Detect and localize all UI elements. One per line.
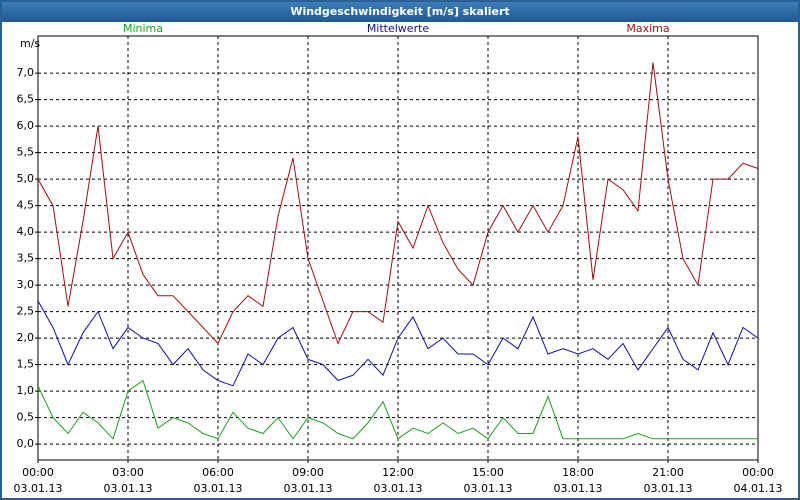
x-tick-date: 03.01.13 xyxy=(374,482,423,495)
y-tick-label: 0,5 xyxy=(17,411,35,424)
y-axis-label: m/s xyxy=(20,37,40,50)
x-tick-date: 04.01.13 xyxy=(734,482,783,495)
x-tick-label: 00:00 xyxy=(742,466,774,479)
y-tick-label: 6,0 xyxy=(17,119,35,132)
x-tick-label: 06:00 xyxy=(202,466,234,479)
x-tick-label: 15:00 xyxy=(472,466,504,479)
y-tick-label: 0,0 xyxy=(17,437,35,450)
x-tick-date: 03.01.13 xyxy=(14,482,63,495)
x-tick-date: 03.01.13 xyxy=(644,482,693,495)
y-tick-label: 3,0 xyxy=(17,278,35,291)
y-tick-label: 4,5 xyxy=(17,199,35,212)
x-tick-label: 09:00 xyxy=(292,466,324,479)
y-tick-label: 1,0 xyxy=(17,384,35,397)
x-tick-date: 03.01.13 xyxy=(104,482,153,495)
y-tick-label: 2,5 xyxy=(17,305,35,318)
y-tick-label: 5,0 xyxy=(17,172,35,185)
y-tick-label: 4,0 xyxy=(17,225,35,238)
title-bar: Windgeschwindigkeit [m/s] skaliert xyxy=(2,2,798,22)
x-tick-label: 18:00 xyxy=(562,466,594,479)
x-tick-date: 03.01.13 xyxy=(284,482,333,495)
legend-label: Minima xyxy=(123,22,163,35)
x-tick-date: 03.01.13 xyxy=(194,482,243,495)
x-tick-label: 03:00 xyxy=(112,466,144,479)
y-tick-label: 6,5 xyxy=(17,93,35,106)
x-tick-date: 03.01.13 xyxy=(554,482,603,495)
x-tick-label: 21:00 xyxy=(652,466,684,479)
series-line xyxy=(37,300,759,387)
legend-label: Mittelwerte xyxy=(367,22,430,35)
legend-label: Maxima xyxy=(626,22,669,35)
x-tick-label: 12:00 xyxy=(382,466,414,479)
x-tick-label: 00:00 xyxy=(22,466,54,479)
series-line xyxy=(37,62,759,345)
series-line xyxy=(37,379,758,440)
y-tick-label: 3,5 xyxy=(17,252,35,265)
y-tick-label: 1,5 xyxy=(17,358,35,371)
y-tick-label: 2,0 xyxy=(17,331,35,344)
y-tick-label: 5,5 xyxy=(17,146,35,159)
x-tick-date: 03.01.13 xyxy=(464,482,513,495)
y-tick-label: 7,0 xyxy=(17,66,35,79)
